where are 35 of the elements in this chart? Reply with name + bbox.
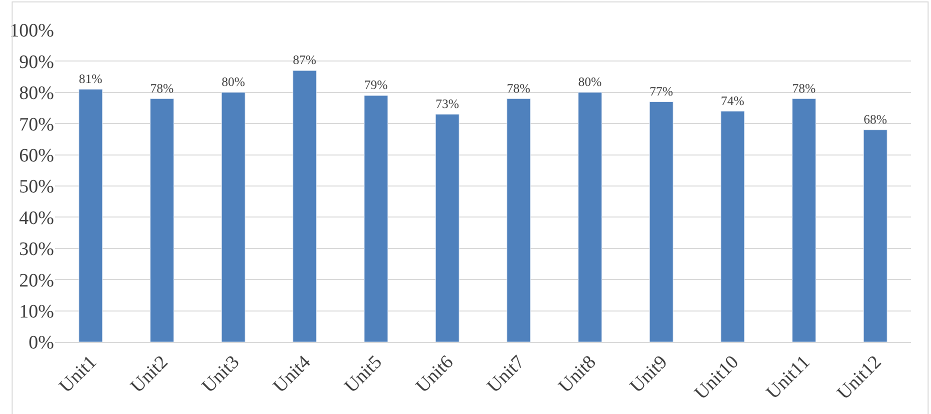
bar [649, 102, 674, 342]
data-label: 74% [720, 94, 745, 108]
bar [578, 92, 602, 342]
data-label: 78% [150, 81, 174, 96]
data-label: 79% [364, 78, 388, 92]
bar [506, 98, 531, 342]
y-tick-label: 90% [19, 52, 54, 73]
bar [78, 89, 103, 342]
bar [863, 130, 888, 342]
data-label: 78% [506, 81, 531, 96]
y-tick-label: 80% [19, 83, 54, 104]
data-label: 68% [864, 112, 888, 126]
data-label: 87% [292, 53, 317, 68]
y-tick-label: 0% [28, 332, 54, 354]
y-tick-label: 20% [19, 270, 54, 292]
y-tick-label: 50% [19, 176, 54, 198]
bar [792, 98, 816, 342]
y-tick-label: 70% [19, 114, 54, 136]
bar [435, 114, 460, 342]
data-label: 73% [436, 96, 460, 111]
y-tick-label: 100% [10, 20, 54, 42]
bar [292, 70, 317, 342]
bar [150, 98, 174, 342]
data-label: 78% [792, 81, 816, 96]
y-tick-label: 60% [19, 145, 54, 166]
y-tick-label: 40% [19, 208, 54, 229]
bar [720, 110, 745, 342]
y-tick-label: 30% [19, 239, 54, 260]
bar [364, 95, 388, 342]
data-label: 80% [222, 75, 246, 90]
data-label: 81% [78, 72, 103, 86]
bar [221, 92, 246, 342]
y-tick-label: 10% [19, 301, 54, 322]
data-label: 80% [578, 75, 602, 90]
data-label: 77% [650, 84, 674, 98]
